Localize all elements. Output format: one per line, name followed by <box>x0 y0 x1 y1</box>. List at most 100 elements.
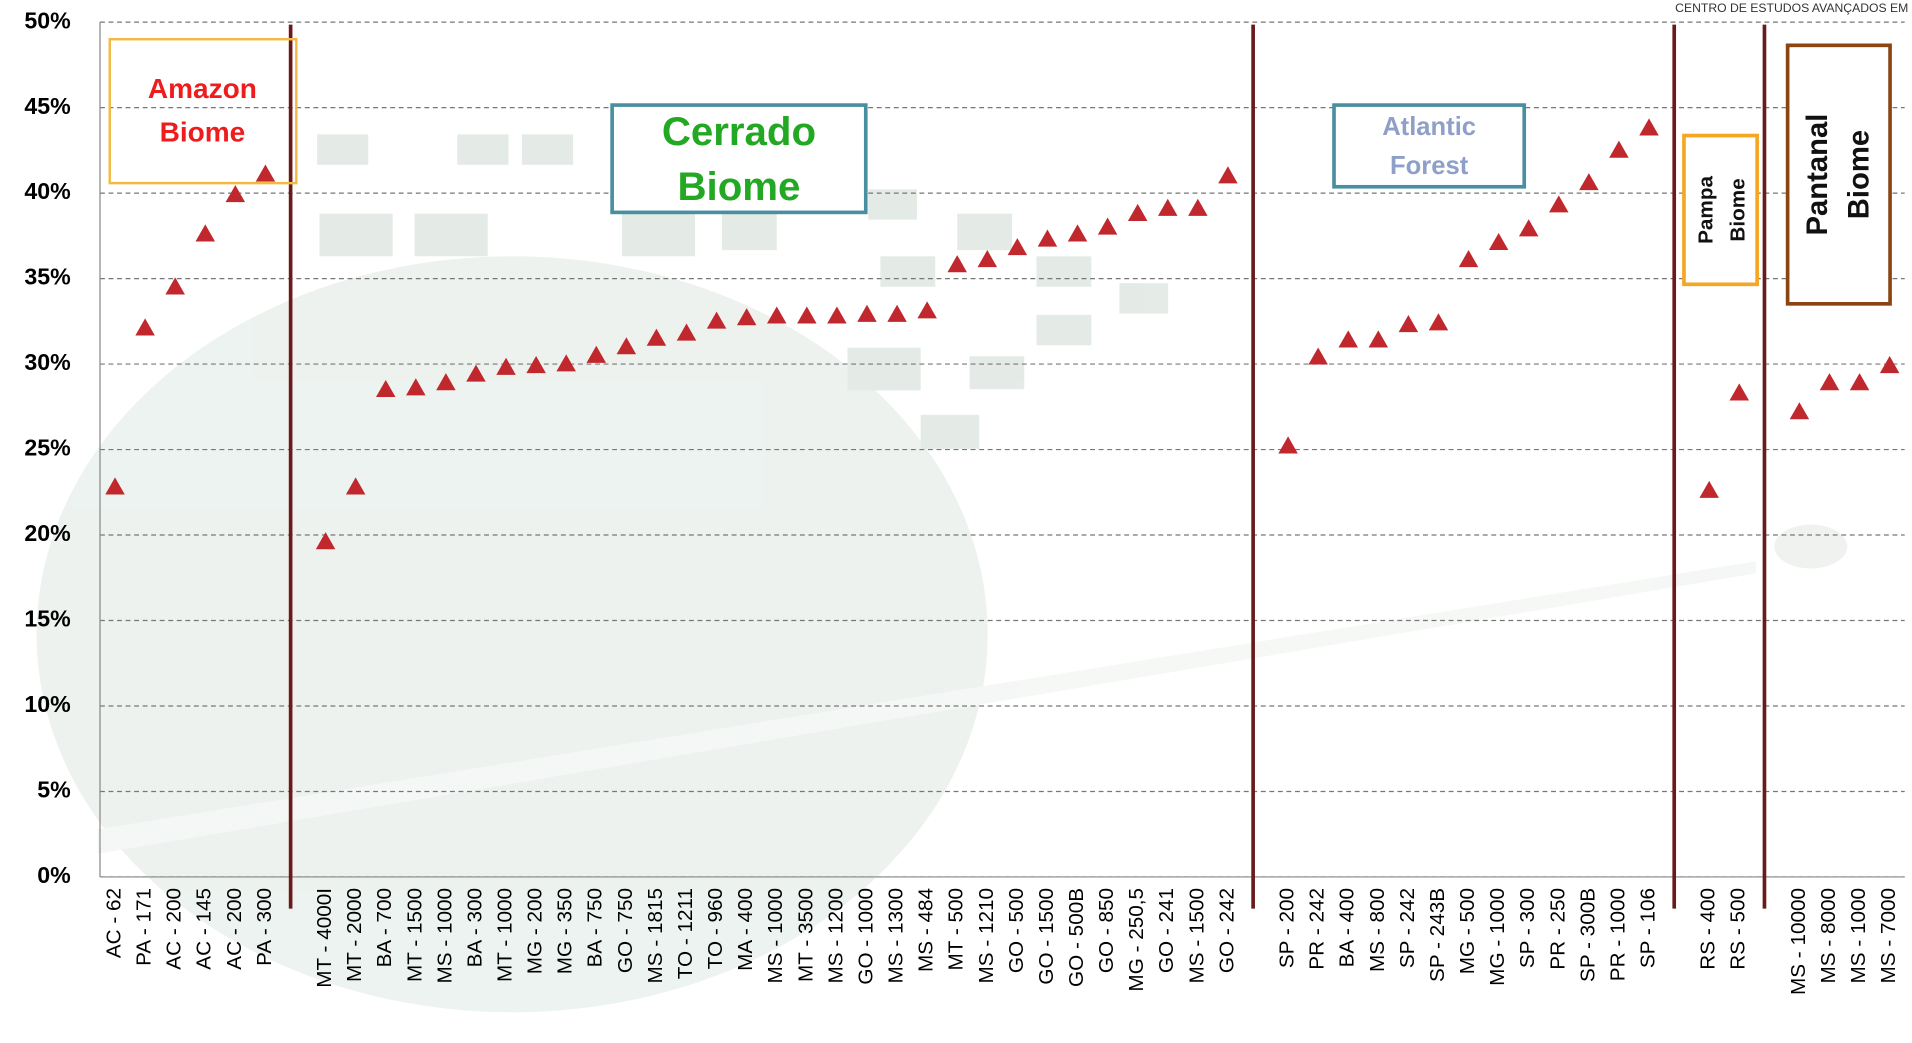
marker <box>1369 330 1389 347</box>
x-tick-label: GO - 241 <box>1155 888 1178 973</box>
marker <box>1188 199 1208 216</box>
marker <box>1038 230 1058 247</box>
x-tick-label: MS - 7000 <box>1877 888 1900 984</box>
y-tick-label: 35% <box>24 264 70 290</box>
x-tick-label: GO - 242 <box>1215 888 1238 973</box>
x-tick-label: BA - 400 <box>1336 888 1359 967</box>
x-tick-label: MA - 400 <box>734 888 757 971</box>
x-tick-label: RS - 500 <box>1727 888 1750 970</box>
marker <box>1489 233 1509 250</box>
annotations: Amazon Biome Cerrado Biome Atlantic Fore… <box>110 39 1890 304</box>
x-tick-label: MS - 1210 <box>975 888 998 984</box>
marker <box>857 305 877 322</box>
x-tick-label: MS - 10000 <box>1787 888 1810 995</box>
x-tick-label: AC - 200 <box>163 888 186 970</box>
x-tick-label: TO - 1211 <box>674 888 697 979</box>
x-tick-label: SP - 200 <box>1276 888 1299 968</box>
x-tick-label: BA - 700 <box>373 888 396 967</box>
x-tick-label: MS - 1815 <box>644 888 667 984</box>
marker <box>1429 313 1449 330</box>
x-tick-label: MT - 2000 <box>343 888 366 982</box>
x-tick-label: MT - 1000 <box>494 888 517 982</box>
annotation: Cerrado <box>662 109 816 154</box>
x-tick-label: PR - 242 <box>1306 888 1329 970</box>
x-tick-label: BA - 750 <box>584 888 607 967</box>
x-tick-label: PA - 171 <box>133 888 156 966</box>
x-tick-label: PR - 1000 <box>1606 888 1629 981</box>
x-tick-label: MG - 250,5 <box>1125 888 1148 992</box>
y-tick-label: 15% <box>24 606 70 632</box>
y-tick-label: 40% <box>24 178 70 204</box>
marker <box>1278 436 1298 453</box>
x-tick-label: PA - 300 <box>253 888 276 966</box>
annotation: Pantanal <box>1802 114 1834 236</box>
x-tick-label: MS - 484 <box>915 888 938 972</box>
marker <box>1459 250 1479 267</box>
marker <box>1098 218 1118 235</box>
annotation-box <box>110 39 297 183</box>
x-tick-label: MT - 3500 <box>794 888 817 982</box>
marker <box>1609 141 1629 158</box>
x-tick-label: SP - 243B <box>1426 888 1449 982</box>
y-tick-label: 5% <box>37 777 70 803</box>
x-tick-label: MG - 200 <box>524 888 547 974</box>
marker <box>165 277 185 294</box>
x-tick-label: RS - 400 <box>1697 888 1720 970</box>
marker <box>1579 173 1599 190</box>
annotation: Atlantic <box>1382 113 1476 141</box>
annotation: Biome <box>1844 130 1876 219</box>
x-tick-label: SP - 106 <box>1636 888 1659 968</box>
x-tick-label: MS - 800 <box>1366 888 1389 972</box>
x-tick-label: GO - 1500 <box>1035 888 1058 985</box>
marker <box>978 250 998 267</box>
x-tick-label: MS - 1200 <box>824 888 847 984</box>
y-tick-label: 25% <box>24 435 70 461</box>
marker <box>1128 204 1148 221</box>
annotation: Biome <box>1726 178 1749 241</box>
x-tick-label: BA - 300 <box>463 888 486 967</box>
marker <box>887 305 907 322</box>
marker <box>196 224 216 241</box>
marker <box>1218 166 1238 183</box>
annotation: Amazon <box>148 73 257 104</box>
watermark: CENTRO DE ESTUDOS AVANÇADOS EM <box>1675 1 1908 15</box>
marker <box>1699 481 1719 498</box>
marker <box>1549 195 1569 212</box>
annotation: Forest <box>1390 152 1469 180</box>
y-tick-label: 10% <box>24 691 70 717</box>
x-tick-label: SP - 300 <box>1516 888 1539 968</box>
chart: 0%5%10%15%20%25%30%35%40%45%50%AC - 62PA… <box>0 0 1912 1043</box>
x-tick-label: MG - 500 <box>1456 888 1479 974</box>
marker <box>1308 347 1328 364</box>
x-tick-label: MS - 1000 <box>433 888 456 984</box>
x-tick-label: PR - 250 <box>1546 888 1569 970</box>
x-tick-label: MG - 1000 <box>1486 888 1509 986</box>
x-tick-label: MS - 1000 <box>764 888 787 984</box>
x-tick-label: GO - 1000 <box>854 888 877 985</box>
y-tick-label: 20% <box>24 520 70 546</box>
x-tick-label: MS - 1300 <box>885 888 908 984</box>
x-tick-label: SP - 300B <box>1576 888 1599 982</box>
marker <box>1639 118 1659 135</box>
x-tick-label: GO - 850 <box>1095 888 1118 973</box>
x-tick-label: AC - 145 <box>193 888 216 970</box>
y-tick-label: 30% <box>24 349 70 375</box>
x-tick-label: MS - 1000 <box>1847 888 1870 984</box>
marker <box>917 301 937 318</box>
y-tick-label: 45% <box>24 93 70 119</box>
marker <box>767 306 787 323</box>
x-tick-label: SP - 242 <box>1396 888 1419 968</box>
marker <box>947 255 967 272</box>
y-tick-label: 50% <box>24 7 70 33</box>
annotation: Pampa <box>1695 176 1718 244</box>
x-tick-label: GO - 750 <box>614 888 637 973</box>
marker <box>135 318 155 335</box>
marker <box>1519 219 1539 236</box>
marker <box>1158 199 1178 216</box>
x-tick-label: MT - 500 <box>945 888 968 971</box>
x-tick-label: MT - 4000I <box>313 888 336 988</box>
x-tick-label: MG - 350 <box>554 888 577 974</box>
x-tick-label: GO - 500B <box>1065 888 1088 987</box>
x-tick-label: MS - 8000 <box>1817 888 1840 984</box>
marker <box>797 306 817 323</box>
